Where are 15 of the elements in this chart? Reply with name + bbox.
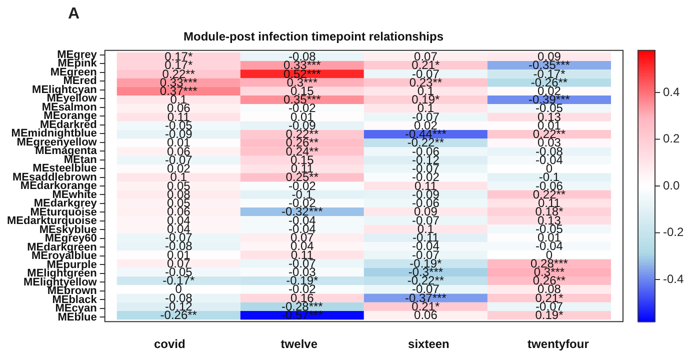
x-tick-label: twentyfour — [528, 337, 590, 352]
y-tick-label: MEgreen — [50, 66, 98, 78]
chart-title: Module-post infection timepoint relationships — [184, 30, 444, 44]
y-tick-label: MEdarkorange — [20, 180, 97, 192]
x-tick-label: twelve — [280, 337, 318, 352]
x-tick-label: covid — [154, 337, 186, 352]
color-bar-label: 0.2 — [663, 132, 680, 146]
color-bar-label: 0.0 — [663, 178, 680, 192]
text: A — [68, 5, 80, 22]
y-tick-label: MEorange — [44, 110, 97, 122]
color-bar-label: -0.2 — [663, 225, 684, 240]
color-bar-label: -0.4 — [663, 272, 684, 286]
x-tick-label: sixteen — [408, 337, 450, 352]
y-tick-label: MEgrey — [57, 48, 98, 61]
color-bar-label: 0.4 — [663, 84, 680, 99]
